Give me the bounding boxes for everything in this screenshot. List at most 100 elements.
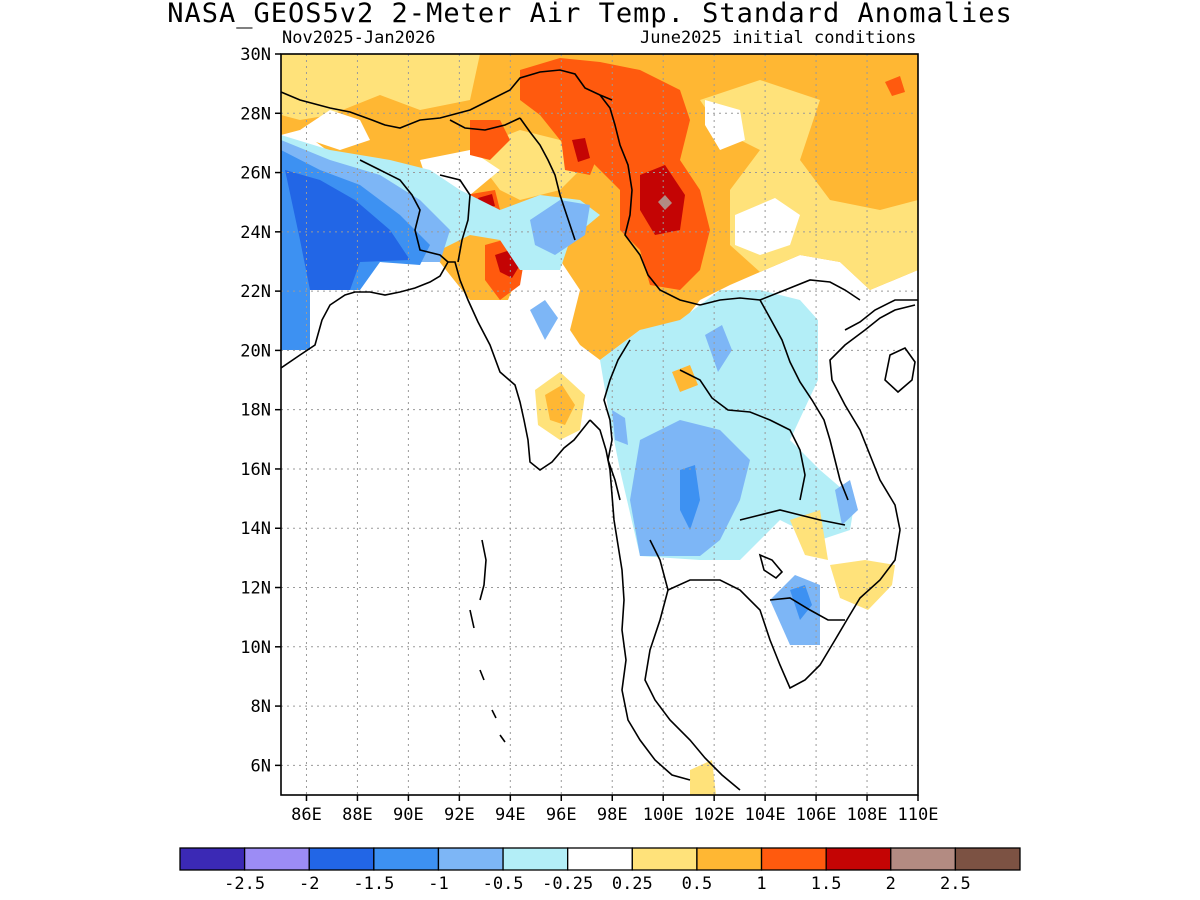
lon-tick-label: 104E: [745, 805, 786, 825]
border-myanmar-china: [599, 94, 701, 306]
coastline-thailand-east: [667, 304, 916, 690]
coastline-andaman: [469, 539, 487, 629]
lon-tick-label: 88E: [342, 805, 373, 825]
colorbar-labels: -2.5 -2 -1.5 -1 -0.5 -0.25 0.25 0.5 1 1.5 2 2.5: [224, 874, 971, 894]
border-bhutan: [449, 117, 521, 131]
lat-tick-label: 26N: [240, 164, 271, 184]
coastline-hainan: [884, 346, 916, 394]
country-borders: [281, 69, 861, 621]
initial-conditions: June2025 initial conditions: [640, 28, 917, 48]
anomaly-area-cool-myanmar-north: [530, 200, 590, 255]
lon-tick-label: 86E: [291, 805, 322, 825]
anomaly-area-cool-cambodia: [770, 575, 820, 645]
lat-tick-label: 10N: [240, 638, 271, 658]
border-myanmar-thailand: [603, 339, 631, 501]
lat-tick-label: 12N: [240, 579, 271, 599]
colorbar-swatch: [631, 847, 698, 871]
colorbar-label: 2: [886, 874, 896, 894]
lon-tick-label: 106E: [796, 805, 837, 825]
grid-lines: [281, 54, 918, 795]
border-himalaya: [281, 69, 613, 129]
colorbar-swatch: [825, 847, 892, 871]
coastline-china-south: [844, 299, 918, 331]
lon-tick-label: 100E: [643, 805, 684, 825]
lon-tick-label: 90E: [393, 805, 424, 825]
anomaly-area-faint-northwest: [281, 54, 480, 120]
anomaly-area-red-small: [572, 138, 590, 162]
anomaly-area-warm-vietnam: [830, 560, 895, 610]
anomaly-area-cool-laos: [705, 325, 732, 372]
colorbar-label: -1: [428, 874, 448, 894]
colorbar-label: -0.25: [542, 874, 593, 894]
lon-tick-label: 102E: [694, 805, 735, 825]
colorbar-label: -1.5: [353, 874, 394, 894]
colorbar-label: 2.5: [940, 874, 971, 894]
map-frame: [280, 53, 919, 796]
lat-tick-label: 14N: [240, 519, 271, 539]
anomaly-area-warm-laos: [672, 365, 698, 392]
border-laos: [699, 297, 849, 501]
colorbar-label: 0.5: [682, 874, 713, 894]
lon-tick-label: 110E: [898, 805, 939, 825]
border-bangladesh: [359, 159, 449, 263]
colorbar-swatch: [567, 847, 633, 871]
colorbar-swatch: [954, 847, 1021, 871]
border-cambodia: [739, 509, 846, 526]
coastline-india-bangladesh: [281, 261, 591, 471]
colorbar-swatch: [373, 847, 440, 871]
anomaly-area-cool-myanmar-mid: [530, 300, 558, 340]
lat-tick-label: 24N: [240, 223, 271, 243]
border-vietnam-china: [759, 279, 861, 301]
neutral-area-south-china: [735, 198, 800, 255]
border-laos-thailand: [679, 369, 806, 501]
anomaly-field: [281, 54, 918, 795]
colorbar-label: -2: [299, 874, 319, 894]
coastline-gulf-thailand: [644, 539, 741, 791]
coastline-nicobar: [479, 669, 506, 743]
anomaly-area-cool-vietnam: [835, 480, 858, 525]
lon-tick-label: 108E: [847, 805, 888, 825]
colorbar-swatch: [890, 847, 957, 871]
lat-tick-label: 20N: [240, 341, 271, 361]
border-cambodia-vietnam: [769, 597, 845, 621]
lat-tick-label: 6N: [251, 756, 271, 776]
anomaly-area-orange-myanmar-south: [545, 385, 575, 425]
colorbar: [179, 847, 1021, 871]
anomaly-area-cool-thailand-mid: [680, 465, 700, 530]
anomaly-area-cool-cambodia-mid: [790, 585, 812, 620]
colorbar-label: 1.5: [811, 874, 842, 894]
colorbar-swatch: [437, 847, 504, 871]
border-northeast-india: [519, 117, 576, 241]
colorbar-swatch: [696, 847, 763, 871]
lat-tick-label: 30N: [240, 45, 271, 65]
anomaly-area-gray-peak: [658, 195, 672, 210]
colorbar-swatch: [502, 847, 569, 871]
colorbar-swatch: [308, 847, 375, 871]
forecast-period: Nov2025-Jan2026: [282, 28, 436, 48]
coastline-tonle-sap: [758, 553, 784, 580]
lat-tick-label: 18N: [240, 401, 271, 421]
lat-tick-label: 22N: [240, 282, 271, 302]
latitude-labels: 30N 28N 26N 24N 22N 20N 18N 16N 14N 12N 10N 8N 6N: [240, 45, 281, 776]
lat-tick-label: 8N: [251, 697, 271, 717]
chart-title: NASA_GEOS5v2 2-Meter Air Temp. Standard …: [167, 0, 1013, 29]
anomaly-area-cool-myanmar-east: [612, 410, 628, 445]
colorbar-swatch: [243, 847, 310, 871]
longitude-labels: 86E 88E 90E 92E 94E 96E 98E 100E 102E 104E 106E 108…: [291, 795, 938, 825]
lat-tick-label: 16N: [240, 460, 271, 480]
anomaly-area-red-east: [885, 76, 905, 96]
anomaly-area-cool-bengal-strong: [285, 170, 410, 290]
colorbar-label: -2.5: [224, 874, 265, 894]
neutral-area-north: [705, 100, 745, 150]
lon-tick-label: 96E: [546, 805, 577, 825]
lon-tick-label: 92E: [444, 805, 475, 825]
colorbar-swatch: [179, 847, 246, 871]
lat-tick-label: 28N: [240, 104, 271, 124]
anomaly-area-warm-cambodia: [790, 510, 828, 560]
border-bangladesh-east: [439, 174, 471, 263]
lon-tick-label: 98E: [597, 805, 628, 825]
anomaly-area-warm-south: [690, 760, 716, 795]
neutral-area-west: [300, 110, 370, 150]
lon-tick-label: 94E: [495, 805, 526, 825]
